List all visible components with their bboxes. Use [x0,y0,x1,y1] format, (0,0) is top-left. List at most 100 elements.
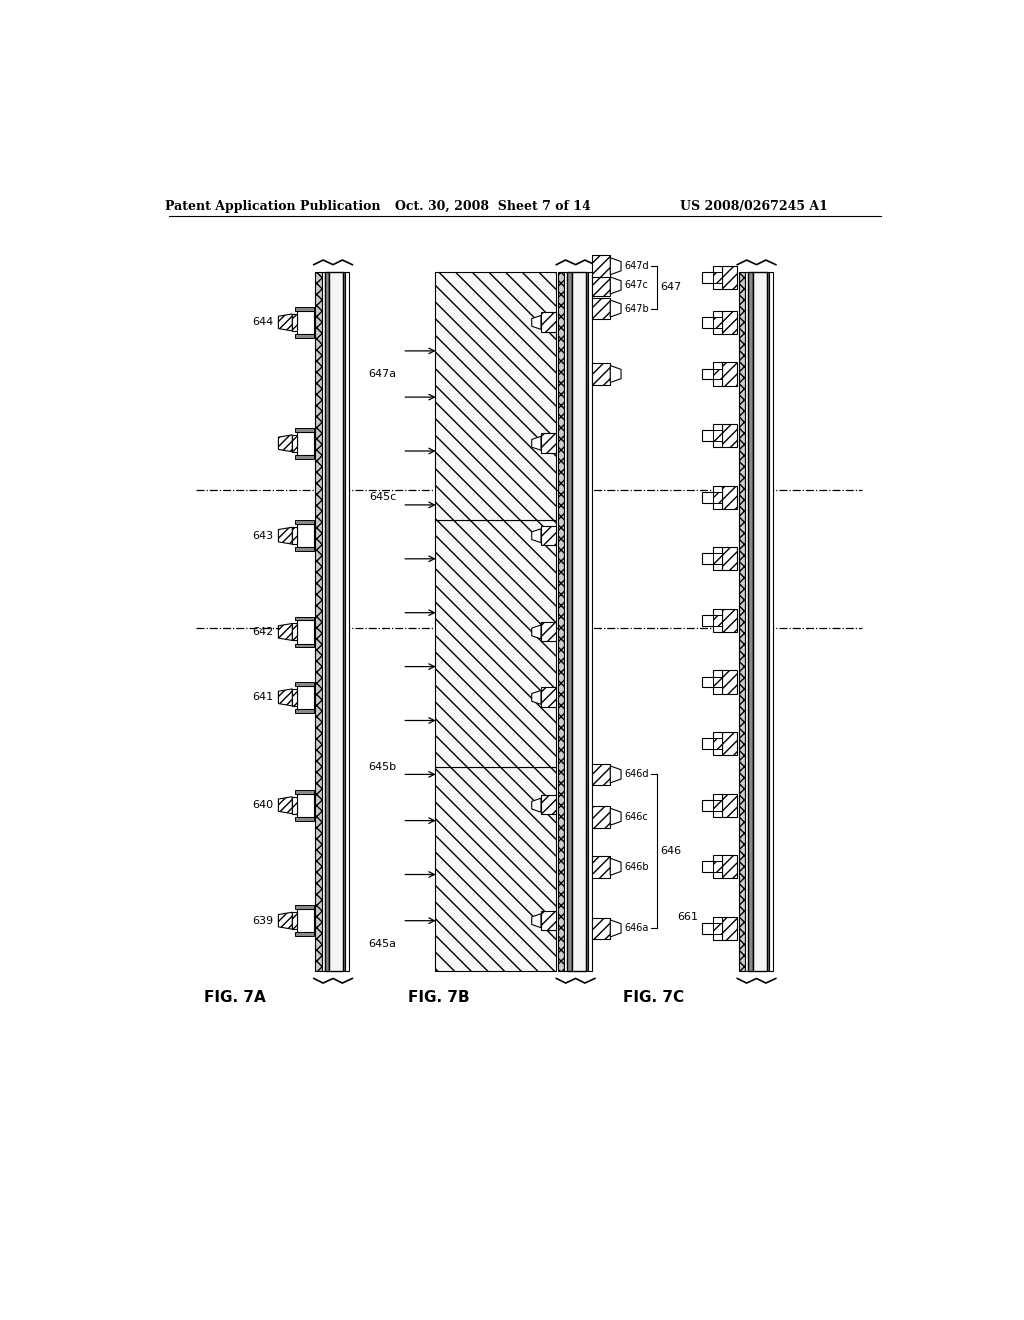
Polygon shape [279,623,292,640]
Text: 647c: 647c [625,280,648,290]
Polygon shape [279,314,292,331]
Bar [297,312,313,334]
Bar [541,911,556,929]
Bar [292,797,297,813]
Bar [722,363,737,385]
Text: 645c: 645c [369,492,396,502]
Bar [713,738,722,748]
Polygon shape [610,300,621,317]
Polygon shape [701,548,722,570]
Bar [325,272,330,970]
Polygon shape [701,671,722,693]
Polygon shape [279,527,292,544]
Bar [295,548,313,552]
Polygon shape [701,363,722,385]
Bar [541,525,556,545]
Polygon shape [531,626,541,639]
Bar [722,671,737,693]
Bar [592,763,610,785]
Bar [713,800,722,810]
Text: 642: 642 [252,627,273,638]
Polygon shape [610,858,621,875]
Polygon shape [610,766,621,783]
Bar [435,767,556,970]
Polygon shape [701,917,722,940]
Polygon shape [610,808,621,825]
Text: FIG. 7A: FIG. 7A [204,990,265,1006]
Bar [713,923,722,933]
Bar [292,689,297,706]
Polygon shape [610,277,621,294]
Polygon shape [531,437,541,450]
Bar [749,272,753,970]
Bar [295,789,313,793]
Bar [722,312,737,334]
Bar [295,709,313,713]
Text: Oct. 30, 2008  Sheet 7 of 14: Oct. 30, 2008 Sheet 7 of 14 [394,199,590,213]
Text: 646d: 646d [625,770,648,779]
Bar [592,275,610,296]
Bar [297,620,313,644]
Bar [713,368,722,379]
Bar [292,912,297,929]
Text: FIG. 7B: FIG. 7B [408,990,469,1006]
Bar [297,793,313,817]
Text: 644: 644 [252,317,273,327]
Bar [745,272,749,970]
Text: 646: 646 [660,846,681,857]
Text: 646b: 646b [625,862,649,871]
Bar [295,455,313,459]
Bar [297,432,313,455]
Polygon shape [701,609,722,632]
Text: 645a: 645a [369,939,396,949]
Polygon shape [701,733,722,755]
Polygon shape [531,690,541,705]
Polygon shape [701,793,722,817]
Text: 647b: 647b [625,304,649,314]
Bar [330,272,343,970]
Bar [295,682,313,686]
Bar [292,623,297,640]
Bar [769,272,773,970]
Bar [435,272,556,520]
Polygon shape [701,424,722,447]
Bar [295,817,313,821]
Bar [713,492,722,503]
Bar [297,686,313,709]
Polygon shape [279,434,292,451]
Bar [295,644,313,647]
Bar [345,272,349,970]
Text: 639: 639 [252,916,273,925]
Text: 645b: 645b [368,762,396,772]
Text: 647: 647 [660,282,682,292]
Polygon shape [610,257,621,275]
Bar [722,486,737,508]
Bar [592,363,610,385]
Bar [541,688,556,706]
Bar [713,862,722,873]
Polygon shape [701,855,722,878]
Bar [295,308,313,312]
Bar [767,272,769,970]
Polygon shape [610,366,621,383]
Text: 640: 640 [252,800,273,810]
Bar [292,314,297,331]
Bar [722,855,737,878]
Text: 646c: 646c [625,812,648,822]
Bar [315,272,322,970]
Bar [722,733,737,755]
Text: 641: 641 [252,693,273,702]
Polygon shape [701,312,722,334]
Bar [713,615,722,626]
Bar [295,520,313,524]
Bar [322,272,325,970]
Bar [586,272,588,970]
Bar [295,616,313,620]
Bar [592,807,610,828]
Bar [343,272,345,970]
Bar [567,272,571,970]
Text: FIG. 7C: FIG. 7C [624,990,684,1006]
Bar [297,524,313,548]
Polygon shape [531,799,541,812]
Polygon shape [531,913,541,928]
